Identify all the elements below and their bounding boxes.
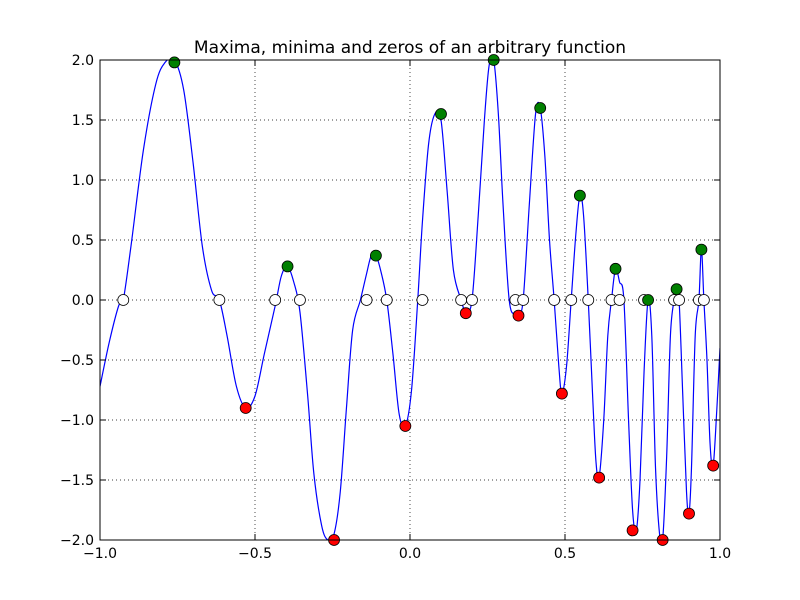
minimum-marker	[626, 524, 639, 537]
maximum-marker	[609, 262, 622, 275]
zero-marker	[416, 294, 429, 306]
zero-marker	[565, 294, 578, 306]
tick-layer: −1.0 −0.5 0.0 0.5 1.0 −2.0 −1.5 −1.0 −0.5 0.0 0.5 1…	[60, 53, 731, 562]
y-tick-label: −0.5	[60, 353, 94, 369]
y-tick-label: −1.5	[60, 473, 94, 489]
zero-marker	[517, 294, 530, 306]
y-tick-label: 2.0	[72, 53, 94, 69]
minimum-marker	[593, 471, 605, 484]
chart-title: Maxima, minima and zeros of an arbitrary…	[194, 38, 626, 58]
y-tick-label: 1.0	[72, 173, 94, 189]
y-tick-label: −1.0	[60, 413, 94, 429]
y-tick-label: 0.0	[72, 293, 94, 309]
zero-marker	[360, 294, 373, 306]
zero-marker	[213, 294, 226, 306]
zero-marker	[697, 294, 710, 306]
zero-marker	[269, 294, 282, 306]
x-tick-label: −1.0	[83, 546, 117, 562]
maximum-marker	[281, 260, 294, 273]
maximum-marker	[670, 283, 683, 296]
minimum-marker	[459, 307, 472, 320]
x-tick-label: 0.5	[554, 546, 576, 562]
minimum-marker	[707, 459, 720, 472]
y-tick-label: 1.5	[72, 113, 94, 129]
maximum-marker	[695, 243, 708, 256]
minimum-marker	[556, 387, 568, 400]
maximum-marker	[642, 294, 654, 306]
maximum-marker	[534, 102, 547, 114]
minimum-marker	[512, 309, 525, 322]
zero-marker	[117, 294, 130, 306]
zero-marker	[673, 294, 685, 306]
y-tick-label: −2.0	[60, 533, 94, 549]
zero-marker	[455, 294, 468, 306]
zero-marker	[466, 294, 478, 306]
minimum-marker	[683, 507, 695, 520]
maximum-marker	[573, 189, 586, 202]
zero-marker	[548, 294, 561, 306]
maximum-marker	[369, 249, 382, 262]
maximum-marker	[435, 108, 447, 120]
x-tick-label: 0.0	[399, 546, 421, 562]
zero-marker	[613, 294, 626, 306]
x-tick-label: −0.5	[238, 546, 272, 562]
y-tick-label: 0.5	[72, 233, 94, 249]
maximum-marker	[168, 56, 181, 69]
zero-marker	[582, 294, 595, 306]
marker-layer	[117, 54, 720, 546]
zero-marker	[294, 294, 306, 306]
zero-marker	[380, 294, 393, 306]
minimum-marker	[399, 420, 412, 432]
minimum-marker	[239, 402, 252, 414]
x-tick-label: 1.0	[709, 546, 731, 562]
